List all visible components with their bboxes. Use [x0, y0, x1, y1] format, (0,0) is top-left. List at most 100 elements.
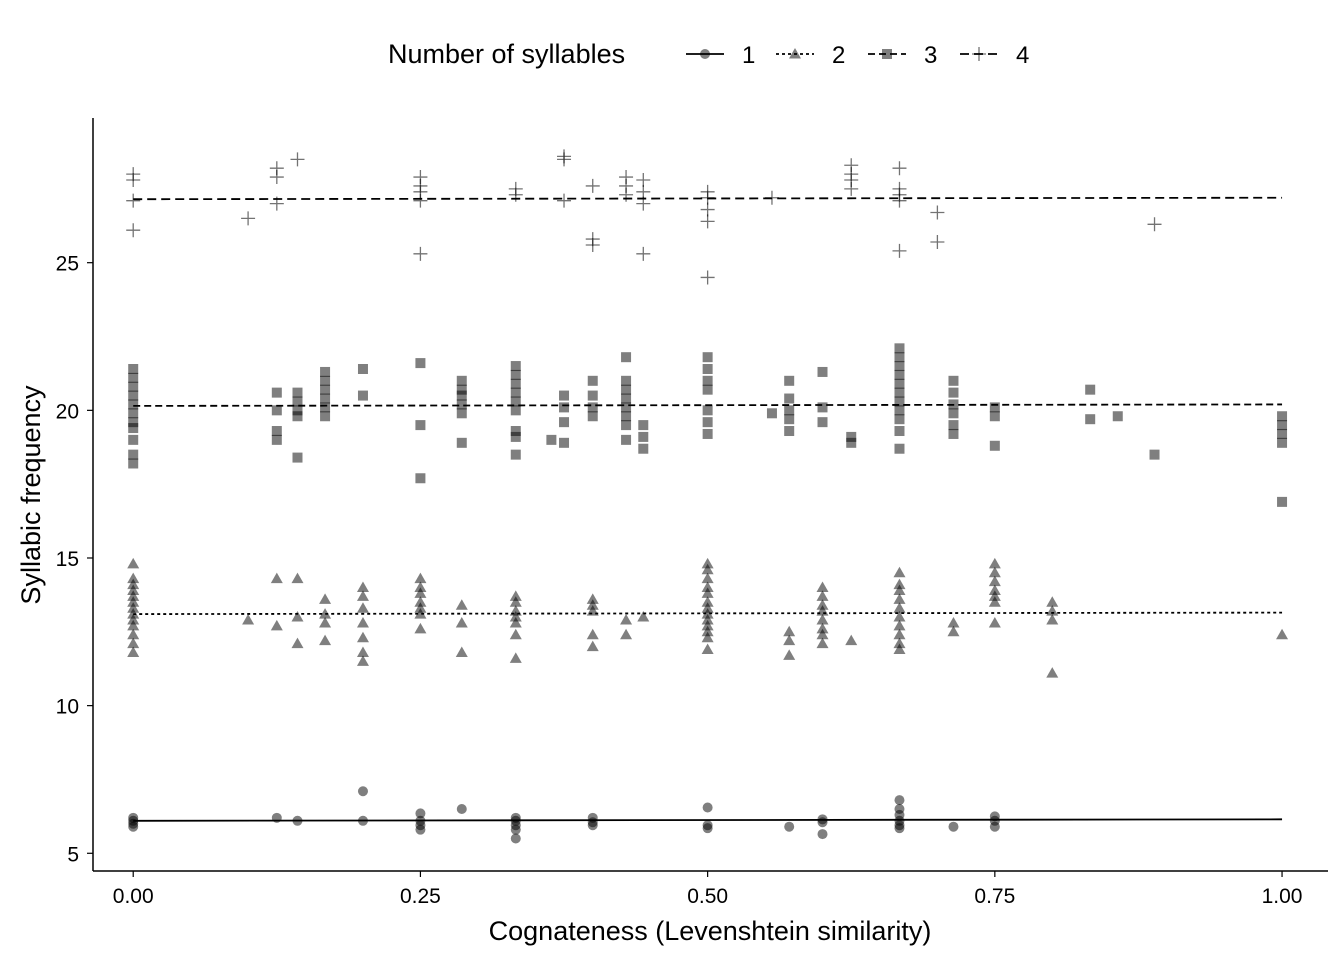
data-point-2: [1046, 605, 1059, 616]
data-point-2: [242, 614, 255, 625]
data-point-2: [509, 628, 522, 640]
data-point-2: [893, 619, 906, 631]
data-point-2: [893, 593, 906, 604]
data-point-4: [557, 152, 572, 167]
data-point-2: [291, 611, 304, 622]
data-point-2: [319, 616, 332, 628]
data-point-2: [701, 563, 714, 575]
data-point-1: [357, 815, 368, 826]
data-point-2: [988, 566, 1001, 578]
data-point-3: [271, 426, 282, 437]
data-point-3: [415, 358, 426, 369]
data-point-3: [1112, 411, 1123, 422]
y-tick-label: 20: [56, 400, 79, 423]
data-point-2: [356, 631, 369, 643]
data-point-4: [413, 193, 428, 208]
data-point-2: [509, 652, 522, 663]
data-point-2: [127, 596, 140, 607]
data-point-4: [585, 237, 600, 252]
data-point-2: [701, 631, 714, 643]
data-point-2: [414, 587, 427, 598]
data-point-2: [127, 602, 140, 613]
data-point-3: [784, 393, 795, 404]
data-point-2: [816, 628, 829, 640]
data-point-3: [1277, 420, 1288, 431]
data-point-3: [1085, 414, 1096, 425]
data-point-3: [638, 420, 649, 431]
data-point-3: [357, 364, 368, 374]
data-point-3: [415, 420, 426, 431]
data-point-2: [701, 619, 714, 631]
data-point-3: [587, 402, 598, 413]
data-point-3: [128, 372, 139, 383]
data-point-1: [510, 833, 521, 844]
data-point-1: [415, 824, 426, 835]
data-point-2: [988, 557, 1001, 569]
legend: Number of syllables 1 2 3 4: [388, 39, 1029, 69]
data-point-3: [587, 390, 598, 401]
x-axis-label: Cognateness (Levenshtein similarity): [489, 916, 932, 946]
data-point-2: [509, 590, 522, 601]
legend-key-marker-4: [972, 47, 986, 61]
axes: 0.00 0.25 0.50 0.75 1.00 5 10 15 20 25: [56, 118, 1328, 908]
data-point-2: [701, 643, 714, 655]
data-point-2: [988, 575, 1001, 587]
data-point-4: [700, 270, 715, 285]
data-point-2: [509, 611, 522, 622]
data-point-3: [894, 405, 905, 416]
data-point-4: [619, 187, 634, 202]
data-point-3: [559, 437, 570, 448]
data-point-2: [620, 628, 633, 640]
data-point-3: [702, 428, 713, 439]
data-point-4: [269, 170, 284, 185]
data-point-2: [816, 599, 829, 610]
data-point-2: [620, 614, 633, 625]
data-point-3: [817, 402, 828, 413]
data-point-3: [559, 417, 570, 428]
data-point-3: [846, 431, 857, 442]
y-tick-label: 10: [56, 696, 79, 719]
x-tick-label: 0.75: [974, 885, 1015, 908]
legend-key-marker-2: [789, 48, 801, 59]
data-point-3: [621, 352, 632, 363]
data-point-3: [1277, 428, 1288, 439]
data-point-3: [894, 443, 905, 454]
data-point-2: [414, 581, 427, 593]
data-point-3: [559, 402, 570, 413]
data-point-2: [356, 581, 369, 593]
data-point-2: [586, 640, 599, 652]
data-point-1: [948, 821, 959, 832]
data-point-3: [456, 375, 467, 386]
data-point-2: [127, 614, 140, 625]
legend-label-2: 2: [832, 42, 845, 69]
data-point-3: [320, 411, 331, 422]
data-point-3: [271, 405, 282, 416]
data-point-2: [414, 608, 427, 619]
data-point-4: [700, 190, 715, 205]
data-point-3: [320, 393, 331, 404]
data-point-2: [127, 590, 140, 601]
data-point-3: [128, 381, 139, 392]
y-tick-label: 5: [67, 843, 79, 866]
data-point-3: [271, 434, 282, 445]
data-point-3: [702, 375, 713, 386]
data-point-3: [989, 440, 1000, 451]
data-point-2: [455, 616, 468, 628]
data-point-1: [292, 815, 303, 826]
legend-label-4: 4: [1016, 42, 1029, 69]
data-point-3: [702, 364, 713, 374]
data-point-3: [292, 387, 303, 398]
data-point-4: [892, 193, 907, 208]
data-point-4: [241, 211, 256, 226]
data-point-2: [319, 634, 332, 646]
data-point-1: [702, 823, 713, 834]
data-point-1: [456, 803, 467, 814]
data-point-3: [948, 375, 959, 386]
y-tick-label: 25: [56, 253, 79, 276]
data-point-2: [893, 584, 906, 595]
data-point-2: [586, 593, 599, 604]
data-point-2: [893, 637, 906, 649]
data-point-3: [621, 393, 632, 404]
data-point-2: [893, 628, 906, 640]
data-point-4: [636, 184, 651, 199]
